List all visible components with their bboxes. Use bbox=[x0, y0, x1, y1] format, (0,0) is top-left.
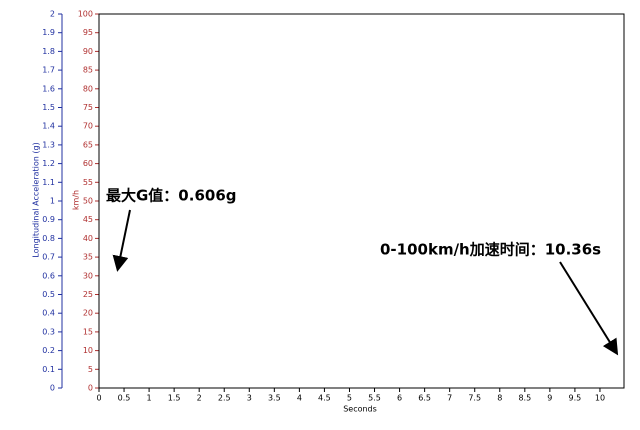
y2-tick-label: 100 bbox=[78, 10, 93, 19]
x-tick-label: 1 bbox=[147, 394, 152, 403]
y2-tick-label: 20 bbox=[83, 309, 93, 318]
x-tick-label: 4 bbox=[297, 394, 302, 403]
x-tick-label: 0.5 bbox=[118, 394, 131, 403]
y2-tick-label: 60 bbox=[83, 159, 93, 168]
y-tick-label: 1.2 bbox=[42, 159, 55, 168]
x-tick-label: 2.5 bbox=[218, 394, 231, 403]
y-axis-title: Longitudinal Acceleration (g) bbox=[32, 142, 41, 257]
y2-tick-label: 50 bbox=[83, 197, 93, 206]
x-tick-label: 1.5 bbox=[168, 394, 181, 403]
y-tick-label: 1.7 bbox=[42, 66, 55, 75]
y2-tick-label: 85 bbox=[83, 66, 93, 75]
y2-tick-label: 80 bbox=[83, 84, 93, 93]
x-tick-label: 3.5 bbox=[268, 394, 281, 403]
y-tick-label: 0 bbox=[50, 384, 55, 393]
x-tick-label: 7.5 bbox=[468, 394, 481, 403]
y-tick-label: 1.9 bbox=[42, 28, 55, 37]
x-tick-label: 0 bbox=[96, 394, 101, 403]
y2-tick-label: 65 bbox=[83, 140, 93, 149]
annotation: 最大G值：0.606g bbox=[106, 187, 237, 205]
y2-tick-label: 10 bbox=[83, 346, 93, 355]
y2-tick-label: 70 bbox=[83, 122, 93, 131]
y2-tick-label: 90 bbox=[83, 47, 93, 56]
y2-tick-label: 0 bbox=[88, 384, 93, 393]
y-tick-label: 0.4 bbox=[42, 309, 55, 318]
y-tick-label: 1.5 bbox=[42, 103, 55, 112]
x-axis-title: Seconds bbox=[343, 405, 377, 414]
x-tick-label: 4.5 bbox=[318, 394, 331, 403]
x-tick-label: 9 bbox=[547, 394, 552, 403]
x-tick-label: 8.5 bbox=[518, 394, 531, 403]
y-tick-label: 0.7 bbox=[42, 253, 55, 262]
y2-tick-label: 95 bbox=[83, 28, 93, 37]
x-tick-label: 3 bbox=[247, 394, 252, 403]
annotation-arrow bbox=[112, 209, 131, 272]
y-tick-label: 1.3 bbox=[42, 140, 55, 149]
y2-tick-label: 30 bbox=[83, 271, 93, 280]
y-tick-label: 0.1 bbox=[42, 365, 55, 374]
y2-axis-title: km/h bbox=[72, 190, 81, 210]
y-tick-label: 1.1 bbox=[42, 178, 55, 187]
annotation: 0-100km/h加速时间：10.36s bbox=[380, 241, 601, 259]
y-tick-label: 1.8 bbox=[42, 47, 55, 56]
y2-tick-label: 5 bbox=[88, 365, 93, 374]
y2-tick-label: 25 bbox=[83, 290, 93, 299]
x-tick-label: 7 bbox=[447, 394, 452, 403]
y-tick-label: 0.3 bbox=[42, 327, 55, 336]
y2-tick-label: 35 bbox=[83, 253, 93, 262]
x-tick-label: 10 bbox=[595, 394, 605, 403]
x-tick-label: 6 bbox=[397, 394, 402, 403]
x-tick-label: 5 bbox=[347, 394, 352, 403]
x-tick-label: 6.5 bbox=[418, 394, 431, 403]
y2-tick-label: 45 bbox=[83, 215, 93, 224]
y-tick-label: 0.2 bbox=[42, 346, 55, 355]
x-tick-label: 5.5 bbox=[368, 394, 381, 403]
y-tick-label: 2 bbox=[50, 10, 55, 19]
y-tick-label: 1.4 bbox=[42, 122, 55, 131]
plot-area bbox=[98, 13, 625, 389]
x-tick-label: 8 bbox=[497, 394, 502, 403]
y2-tick-label: 75 bbox=[83, 103, 93, 112]
y-tick-label: 1 bbox=[50, 197, 55, 206]
y2-tick-label: 40 bbox=[83, 234, 93, 243]
y2-tick-label: 55 bbox=[83, 178, 93, 187]
y2-tick-label: 15 bbox=[83, 327, 93, 336]
y-tick-label: 0.6 bbox=[42, 271, 55, 280]
x-tick-label: 9.5 bbox=[569, 394, 582, 403]
y-tick-label: 0.9 bbox=[42, 215, 55, 224]
y-tick-label: 1.6 bbox=[42, 84, 55, 93]
y-tick-label: 0.5 bbox=[42, 290, 55, 299]
y-tick-label: 0.8 bbox=[42, 234, 55, 243]
annotation-arrow bbox=[559, 261, 619, 356]
x-tick-label: 2 bbox=[197, 394, 202, 403]
